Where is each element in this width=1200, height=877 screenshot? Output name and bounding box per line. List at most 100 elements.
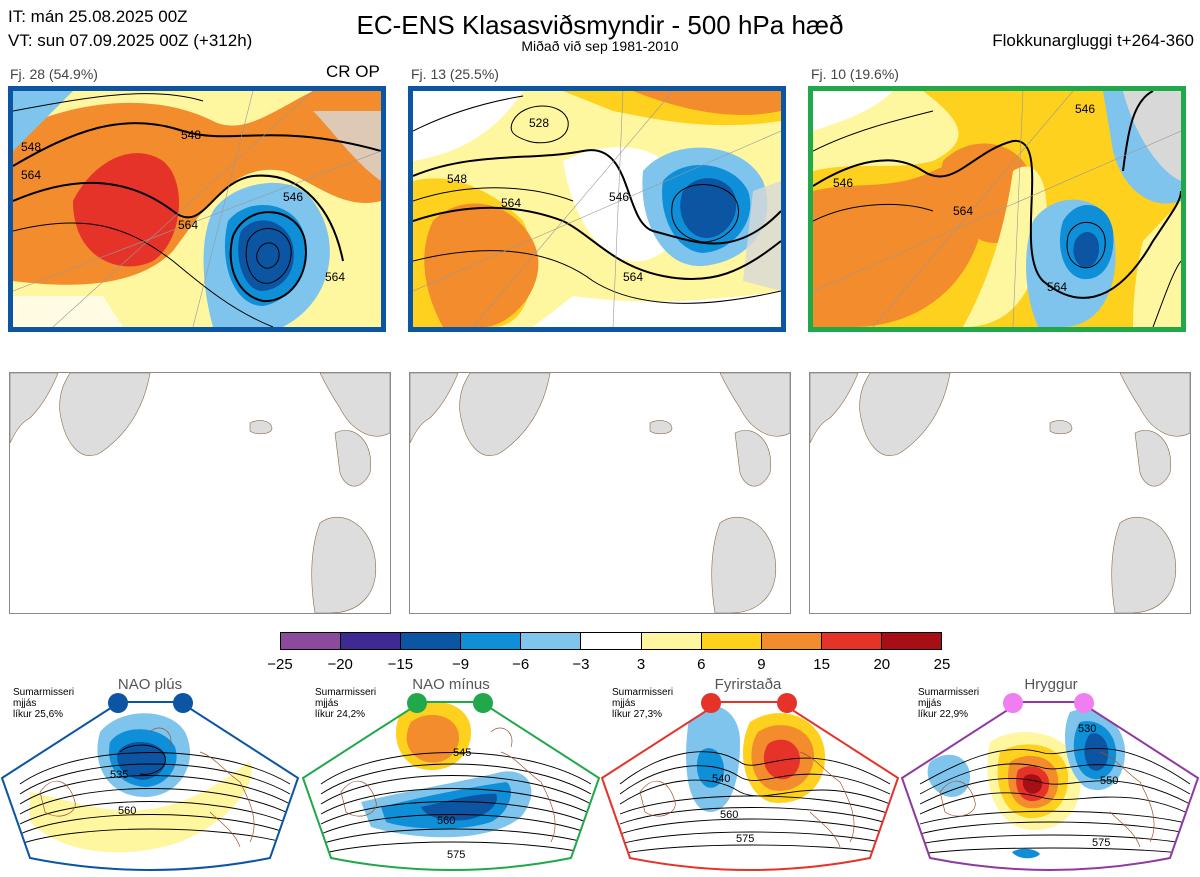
contour-label: 575 [1092, 837, 1110, 849]
colorbar-tick-label: 25 [933, 656, 951, 673]
contour-label: 548 [447, 172, 467, 186]
contour-label: 575 [447, 849, 465, 861]
contour-label: 564 [325, 270, 345, 284]
regime-nao-minus-map: 545 560 575 [301, 672, 601, 872]
contour-label: 564 [21, 168, 41, 182]
regime-dot [407, 693, 427, 713]
colorbar-segment [641, 633, 702, 649]
colorbar-tick-label: 15 [813, 656, 830, 673]
colorbar-segment [701, 633, 762, 649]
regime-1-info: Sumarmisseri mjjás líkur 25,6% [13, 687, 74, 720]
regime-season: Sumarmisseri [315, 687, 377, 698]
regime-likelihood: líkur 27,3% [612, 709, 663, 720]
regime-dot [1074, 693, 1094, 713]
cluster-3-map: 546 564 546 564 [808, 86, 1186, 332]
contour-label: 550 [1100, 775, 1118, 787]
regime-4-name: Hryggur [1024, 676, 1078, 693]
regime-border [0, 701, 300, 871]
regime-3-info: Sumarmisseri mjjás líkur 27,3% [612, 687, 673, 720]
empty-map-1 [9, 372, 391, 614]
regime-blocking-map: 540 560 575 [600, 672, 900, 872]
regime-2-info: Sumarmisseri mjjás líkur 24,2% [315, 687, 376, 720]
contour-label: 530 [1078, 723, 1096, 735]
contour-label: 564 [501, 196, 521, 210]
cluster-1-map: 548 564 548 564 546 564 [8, 86, 386, 332]
cluster-3-label: Fj. 10 (19.6%) [811, 66, 899, 82]
regime-season: Sumarmisseri [918, 687, 980, 698]
regime-border [600, 701, 900, 871]
contour-label: 564 [953, 204, 973, 218]
contour-label: 545 [453, 747, 471, 759]
regime-smoothing: mjjás [315, 698, 339, 709]
regime-dot [473, 693, 493, 713]
colorbar-tick-label: −6 [512, 656, 530, 673]
regime-4-info: Sumarmisseri mjjás líkur 22,9% [918, 687, 979, 720]
colorbar-tick-label: 9 [757, 656, 766, 673]
regime-2-name: NAO mínus [412, 676, 490, 693]
regime-1-name: NAO plús [117, 676, 183, 693]
colorbar-tick-label: 6 [697, 656, 706, 673]
contour-label: 564 [178, 218, 198, 232]
cluster-2-label: Fj. 13 (25.5%) [411, 66, 499, 82]
colorbar-segment [821, 633, 882, 649]
contour-label: 535 [110, 769, 128, 781]
regime-dot [701, 693, 721, 713]
contour-label: 546 [609, 190, 629, 204]
regime-border [900, 701, 1200, 871]
colorbar-tick-label: −3 [572, 656, 590, 673]
regime-ridge-map: 530 550 575 [900, 672, 1200, 872]
colorbar-segment [881, 633, 942, 649]
contour-label: 560 [118, 805, 136, 817]
regime-3-name: Fyrirstaða [714, 676, 782, 693]
regime-smoothing: mjjás [13, 698, 37, 709]
regime-smoothing: mjjás [612, 698, 636, 709]
colorbar-tick-label: −15 [387, 656, 414, 673]
valid-time: VT: sun 07.09.2025 00Z (+312h) [8, 31, 253, 50]
contour-label: 540 [712, 773, 730, 785]
empty-map-2 [409, 372, 791, 614]
regime-smoothing: mjjás [918, 698, 942, 709]
regime-border [301, 701, 601, 871]
colorbar [280, 632, 942, 650]
contour-label: 546 [1075, 102, 1095, 116]
colorbar-tick-label: −9 [451, 656, 470, 673]
contour-label: 560 [437, 815, 455, 827]
colorbar-tick-label: −25 [267, 656, 293, 673]
regime-dot [108, 693, 128, 713]
contour-label: 546 [833, 176, 853, 190]
regime-season: Sumarmisseri [13, 687, 75, 698]
contour-label: 546 [283, 190, 303, 204]
contour-label: 548 [181, 128, 201, 142]
colorbar-segment [401, 633, 462, 649]
colorbar-segment [281, 633, 342, 649]
contour-label: 575 [736, 833, 754, 845]
page-title: EC-ENS Klasasviðsmyndir - 500 hPa hæð [356, 10, 844, 40]
regime-nao-plus-map: 535 560 [0, 672, 300, 872]
cluster-1-label: Fj. 28 (54.9%) [10, 66, 98, 82]
contour-label: 564 [1047, 280, 1067, 294]
initial-time: IT: mán 25.08.2025 00Z [8, 7, 188, 26]
regime-dot [1003, 693, 1023, 713]
regime-season: Sumarmisseri [612, 687, 674, 698]
contour-label: 564 [623, 270, 643, 284]
contour-label: 528 [529, 116, 549, 130]
cluster-1-tag: CR OP [326, 62, 380, 81]
regime-dot [777, 693, 797, 713]
colorbar-segment [521, 633, 582, 649]
page-subtitle: Miðað við sep 1981-2010 [521, 38, 679, 54]
colorbar-segment [761, 633, 822, 649]
regime-dot [173, 693, 193, 713]
regime-likelihood: líkur 24,2% [315, 709, 366, 720]
colorbar-segment [341, 633, 402, 649]
regime-likelihood: líkur 25,6% [13, 709, 64, 720]
colorbar-tick-label: 20 [873, 656, 891, 673]
empty-map-3 [809, 372, 1191, 614]
colorbar-tick-label: 3 [636, 656, 646, 673]
cluster-2-map: 528 548 564 546 564 [408, 86, 786, 332]
regime-likelihood: líkur 22,9% [918, 709, 969, 720]
classification-window: Flokkunargluggi t+264-360 [992, 31, 1194, 50]
contour-label: 548 [21, 140, 41, 154]
colorbar-segment [461, 633, 522, 649]
contour-label: 560 [720, 809, 738, 821]
colorbar-tick-label: −20 [327, 656, 353, 673]
